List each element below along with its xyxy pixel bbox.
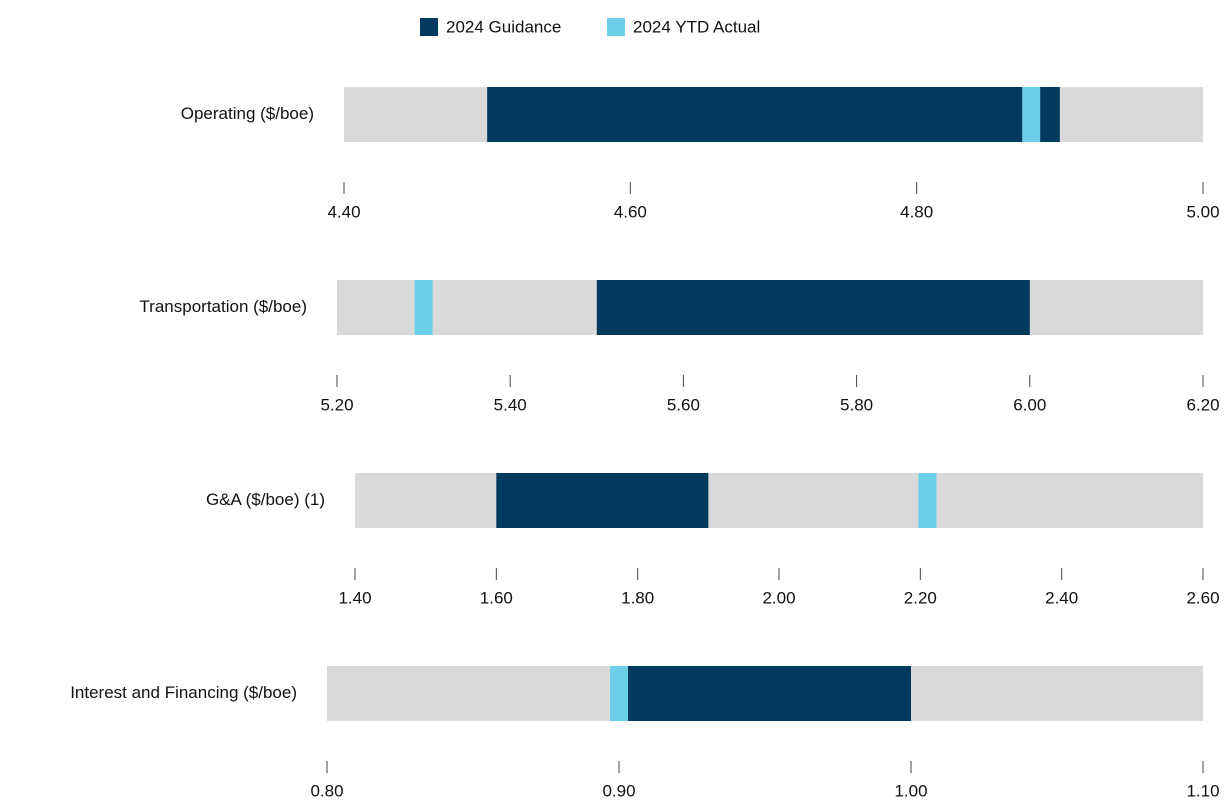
x-tick-label: 5.40: [494, 395, 527, 414]
legend-swatch: [420, 18, 438, 36]
x-tick-label: 1.10: [1186, 781, 1219, 800]
actual-marker: [610, 666, 628, 721]
x-tick-label: 1.60: [480, 588, 513, 607]
x-tick-label: 2.20: [904, 588, 937, 607]
x-tick-label: 1.00: [894, 781, 927, 800]
guidance-bar: [487, 87, 1060, 142]
guidance-bar: [496, 473, 709, 528]
x-tick-label: 1.80: [621, 588, 654, 607]
x-tick-label: 5.80: [840, 395, 873, 414]
actual-marker: [918, 473, 937, 528]
x-tick-label: 5.20: [320, 395, 353, 414]
x-tick-label: 4.60: [614, 202, 647, 221]
x-tick-label: 0.80: [310, 781, 343, 800]
x-tick-label: 0.90: [602, 781, 635, 800]
actual-marker: [1022, 87, 1041, 142]
row-label: Operating ($/boe): [181, 104, 314, 123]
x-tick-label: 4.40: [327, 202, 360, 221]
x-tick-label: 6.00: [1013, 395, 1046, 414]
row-label: Interest and Financing ($/boe): [70, 683, 297, 702]
x-tick-label: 2.40: [1045, 588, 1078, 607]
guidance-bar: [619, 666, 911, 721]
x-tick-label: 6.20: [1186, 395, 1219, 414]
x-tick-label: 4.80: [900, 202, 933, 221]
legend-label: 2024 Guidance: [446, 17, 561, 36]
range-background: [355, 473, 1203, 528]
legend-label: 2024 YTD Actual: [633, 17, 760, 36]
x-tick-label: 5.00: [1186, 202, 1219, 221]
x-tick-label: 2.60: [1186, 588, 1219, 607]
legend-swatch: [607, 18, 625, 36]
actual-marker: [414, 280, 433, 335]
guidance-bar: [596, 280, 1030, 335]
x-tick-label: 5.60: [667, 395, 700, 414]
row-label: G&A ($/boe) (1): [206, 490, 325, 509]
x-tick-label: 1.40: [338, 588, 371, 607]
row-label: Transportation ($/boe): [139, 297, 307, 316]
x-tick-label: 2.00: [762, 588, 795, 607]
